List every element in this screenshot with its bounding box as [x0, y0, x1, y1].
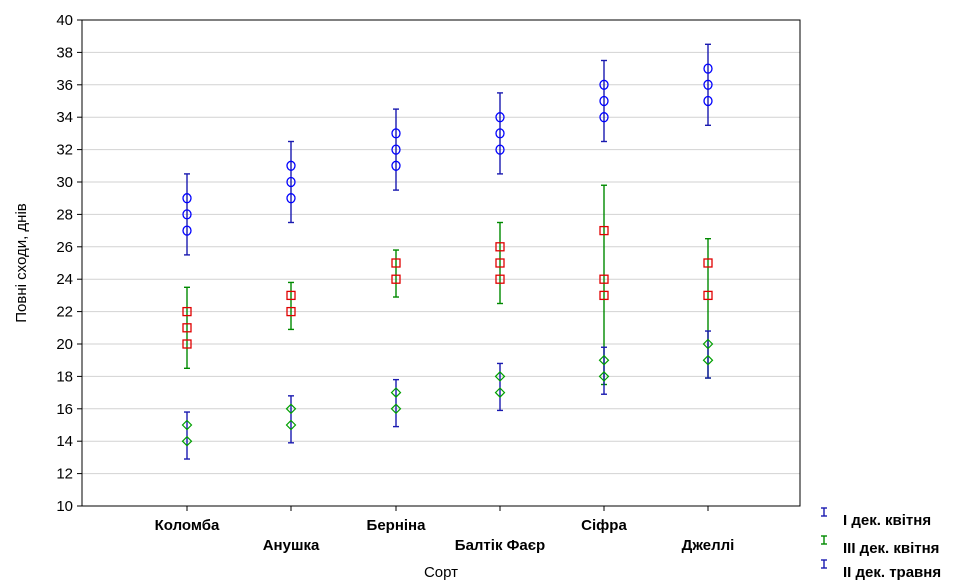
y-tick-label: 22	[56, 304, 73, 321]
data-point	[703, 258, 713, 268]
y-tick-label: 10	[56, 498, 73, 515]
x-tick-label: Сіфра	[581, 517, 627, 534]
data-point	[703, 290, 713, 301]
legend: I дек. квітня III дек. квітня II дек. трав…	[821, 507, 941, 581]
data-point	[495, 274, 505, 284]
plot-area	[82, 20, 800, 506]
data-point	[182, 323, 192, 333]
data-point	[286, 290, 296, 301]
data-point	[702, 354, 714, 366]
data-point	[703, 63, 713, 74]
data-point	[285, 403, 297, 415]
y-tick-label: 14	[56, 433, 73, 450]
data-point	[286, 160, 296, 171]
data-point	[181, 435, 193, 447]
data-point	[495, 128, 505, 139]
data-point	[285, 419, 297, 431]
series-3	[181, 330, 714, 460]
data-point	[391, 128, 401, 139]
legend-label: III дек. квітня	[843, 540, 939, 557]
y-tick-label: 24	[56, 271, 73, 288]
y-tick-label: 26	[56, 239, 73, 256]
data-point	[599, 95, 609, 107]
data-point	[495, 144, 505, 155]
data-point	[495, 242, 505, 252]
data-point	[182, 193, 192, 204]
data-point	[598, 354, 610, 366]
data-point	[495, 258, 505, 268]
y-tick-label: 20	[56, 336, 73, 353]
data-point	[495, 112, 505, 123]
data-point	[391, 160, 401, 171]
y-tick-label: 16	[56, 401, 73, 418]
data-point	[391, 274, 401, 284]
y-axis: 10 12 14 16 18 20 22 24 26 28 30 32 34 36 38 40	[56, 12, 82, 515]
data-point	[703, 79, 713, 90]
data-point	[391, 144, 401, 155]
data-point	[703, 95, 713, 107]
legend-item: I дек. квітня	[821, 507, 931, 529]
data-point	[286, 193, 296, 204]
legend-label: I дек. квітня	[843, 512, 931, 529]
data-point	[390, 387, 402, 398]
y-tick-label: 36	[56, 77, 73, 94]
data-point	[390, 403, 402, 415]
x-tick-label: Анушка	[263, 537, 320, 554]
y-tick-label: 12	[56, 466, 73, 483]
y-tick-label: 32	[56, 142, 73, 159]
legend-label: II дек. травня	[843, 564, 941, 581]
x-axis: Коломба Анушка Берніна Балтік Фаєр Сіфра Джел…	[155, 506, 735, 554]
y-axis-title: Повні сходи, днів	[13, 203, 30, 323]
data-point	[182, 306, 192, 317]
series-1	[182, 43, 713, 256]
x-axis-title: Сорт	[424, 564, 458, 581]
plot-frame	[81, 19, 801, 507]
legend-item: II дек. травня	[821, 559, 941, 581]
data-point	[599, 112, 609, 123]
data-point	[599, 274, 609, 284]
x-tick-label: Джеллі	[682, 537, 735, 554]
x-tick-label: Коломба	[155, 517, 220, 534]
data-point	[182, 209, 192, 220]
y-tick-label: 38	[56, 44, 73, 61]
data-point	[598, 371, 610, 382]
x-tick-label: Берніна	[367, 517, 427, 534]
data-point	[181, 419, 193, 431]
data-point	[182, 339, 192, 349]
y-tick-label: 34	[56, 109, 73, 126]
y-tick-label: 40	[56, 12, 73, 29]
data-point	[702, 338, 714, 350]
data-point	[391, 258, 401, 268]
y-tick-label: 28	[56, 206, 73, 223]
legend-item: III дек. квітня	[821, 535, 939, 557]
data-point	[599, 79, 609, 90]
data-point	[286, 306, 296, 317]
x-tick-label: Балтік Фаєр	[455, 537, 545, 554]
gridlines	[82, 19, 800, 507]
data-point	[494, 371, 506, 382]
data-point	[182, 225, 192, 236]
data-point	[286, 176, 296, 188]
y-tick-label: 18	[56, 368, 73, 385]
y-tick-label: 30	[56, 174, 73, 191]
data-point	[599, 290, 609, 301]
data-point	[599, 225, 609, 236]
data-point	[494, 387, 506, 398]
